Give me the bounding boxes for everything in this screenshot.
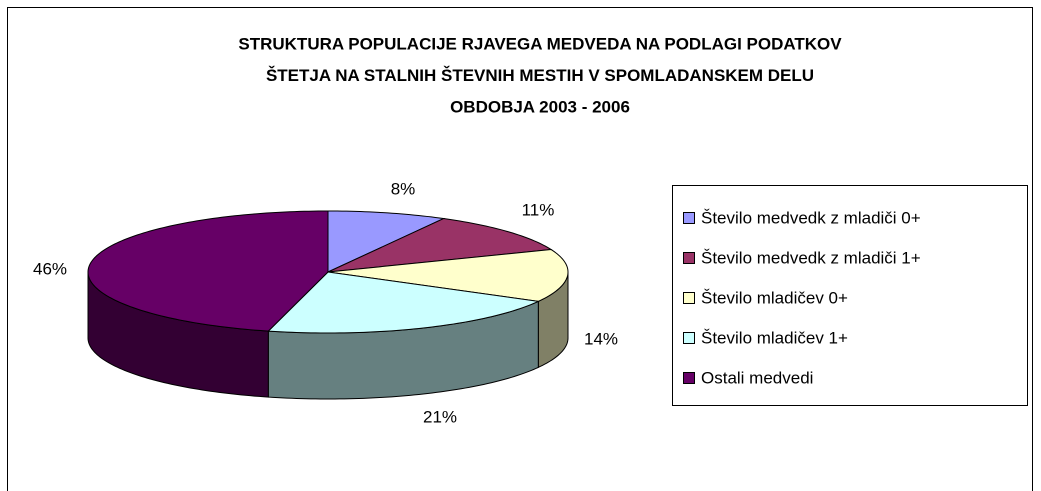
slice <box>267 271 541 334</box>
legend-swatch <box>683 212 695 224</box>
data-label: 46% <box>33 259 67 278</box>
chart-title: STRUKTURA POPULACIJE RJAVEGA MEDVEDA NA … <box>238 34 842 53</box>
chart-title: OBDOBJA 2003 - 2006 <box>450 97 630 116</box>
legend-label: Število medvedk z mladiči 0+ <box>701 208 921 227</box>
slice <box>327 218 553 273</box>
chart-title: ŠTETJA NA STALNIH ŠTEVNIH MESTIH V SPOML… <box>266 66 814 85</box>
legend-label: Število medvedk z mladiči 1+ <box>701 248 921 267</box>
legend-swatch <box>683 372 695 384</box>
legend-label: Število mladičev 0+ <box>701 288 848 307</box>
legend-swatch <box>683 252 695 264</box>
chart-border <box>7 7 1033 491</box>
data-label: 8% <box>391 179 416 198</box>
slice <box>327 249 569 302</box>
slice <box>327 210 446 273</box>
slice <box>87 210 329 332</box>
data-label: 21% <box>423 407 457 426</box>
legend-label: Ostali medvedi <box>701 368 813 387</box>
legend-swatch <box>683 292 695 304</box>
data-label: 11% <box>522 200 555 219</box>
legend-swatch <box>683 332 695 344</box>
data-label: 14% <box>584 329 618 348</box>
legend-box <box>672 185 1028 406</box>
legend-label: Število mladičev 1+ <box>701 328 848 347</box>
